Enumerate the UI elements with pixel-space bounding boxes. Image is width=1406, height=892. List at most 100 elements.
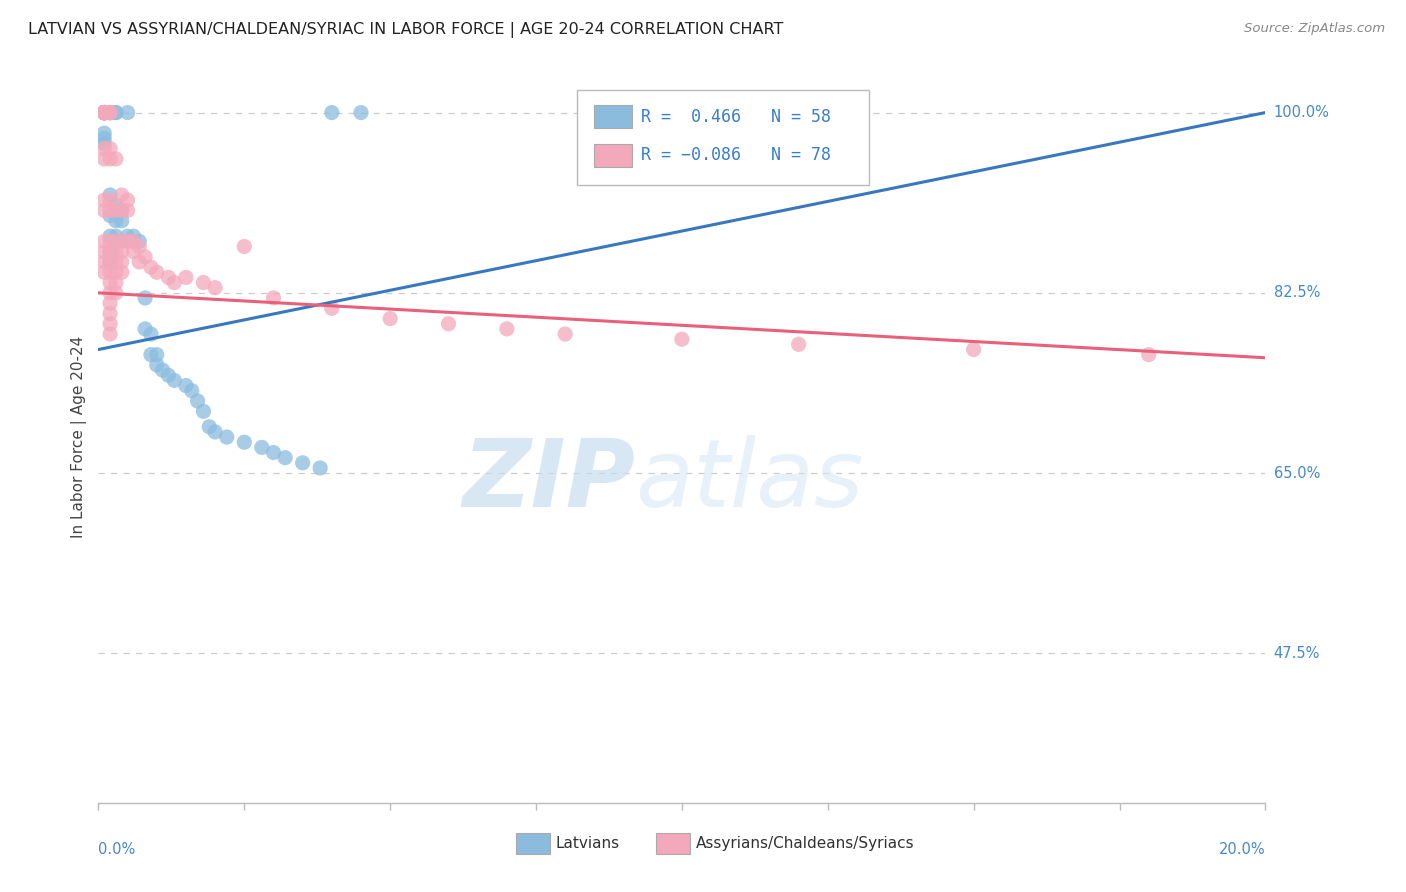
Point xyxy=(98,203,121,218)
Text: 47.5%: 47.5% xyxy=(1274,646,1320,661)
Point xyxy=(93,105,115,120)
Point xyxy=(93,105,115,120)
Point xyxy=(128,239,150,253)
Point xyxy=(93,105,115,120)
Point xyxy=(117,203,139,218)
Point xyxy=(262,291,284,305)
Text: R =  0.466   N = 58: R = 0.466 N = 58 xyxy=(641,108,831,126)
Point xyxy=(104,235,127,249)
FancyBboxPatch shape xyxy=(657,833,690,854)
Point xyxy=(111,265,134,279)
Point xyxy=(93,235,115,249)
Point xyxy=(146,358,169,372)
Point xyxy=(174,270,197,285)
Point xyxy=(157,368,180,383)
Point xyxy=(122,235,145,249)
FancyBboxPatch shape xyxy=(595,144,631,167)
Point xyxy=(437,317,460,331)
Point xyxy=(93,105,115,120)
Point xyxy=(98,188,121,202)
FancyBboxPatch shape xyxy=(595,105,631,128)
Point xyxy=(93,105,115,120)
Point xyxy=(262,445,284,459)
Point xyxy=(215,430,238,444)
Point xyxy=(98,327,121,342)
Point xyxy=(204,425,226,439)
Point xyxy=(163,373,186,387)
Point xyxy=(104,244,127,259)
Point xyxy=(93,105,115,120)
Point xyxy=(104,203,127,218)
Point xyxy=(98,229,121,244)
Point xyxy=(93,152,115,166)
Point xyxy=(104,265,127,279)
Point xyxy=(98,296,121,310)
Point xyxy=(104,213,127,227)
Point xyxy=(93,105,115,120)
Point xyxy=(93,105,115,120)
Point xyxy=(152,363,174,377)
Point xyxy=(93,255,115,269)
Point xyxy=(111,244,134,259)
Point xyxy=(350,105,373,120)
Point xyxy=(128,235,150,249)
Point xyxy=(198,419,221,434)
Point xyxy=(93,203,115,218)
Point xyxy=(93,105,115,120)
Point xyxy=(104,255,127,269)
Point xyxy=(93,105,115,120)
Point xyxy=(139,348,162,362)
Point xyxy=(157,270,180,285)
Point xyxy=(104,105,127,120)
Point xyxy=(111,203,134,218)
Point xyxy=(380,311,402,326)
Point xyxy=(111,188,134,202)
Point xyxy=(98,152,121,166)
Point xyxy=(139,260,162,274)
Point xyxy=(93,105,115,120)
Point xyxy=(134,250,156,264)
Point xyxy=(98,317,121,331)
Text: atlas: atlas xyxy=(636,435,863,526)
Point xyxy=(98,255,121,269)
Point xyxy=(233,435,256,450)
Point xyxy=(98,142,121,156)
Y-axis label: In Labor Force | Age 20-24: In Labor Force | Age 20-24 xyxy=(72,336,87,538)
Text: 20.0%: 20.0% xyxy=(1219,842,1265,856)
Point xyxy=(98,235,121,249)
Point xyxy=(117,229,139,244)
Point xyxy=(117,105,139,120)
Point xyxy=(93,142,115,156)
Point xyxy=(93,131,115,145)
Point xyxy=(174,378,197,392)
Text: 82.5%: 82.5% xyxy=(1274,285,1320,301)
Point xyxy=(104,276,127,290)
Point xyxy=(122,229,145,244)
Point xyxy=(98,244,121,259)
Point xyxy=(180,384,202,398)
Point xyxy=(787,337,810,351)
Point xyxy=(93,193,115,207)
Point xyxy=(93,105,115,120)
Point xyxy=(111,213,134,227)
Point xyxy=(117,193,139,207)
Point xyxy=(111,203,134,218)
Point xyxy=(122,244,145,259)
Point xyxy=(93,244,115,259)
Point xyxy=(163,276,186,290)
Text: Source: ZipAtlas.com: Source: ZipAtlas.com xyxy=(1244,22,1385,36)
Point xyxy=(93,105,115,120)
Point xyxy=(98,209,121,223)
Text: 100.0%: 100.0% xyxy=(1274,105,1330,120)
Text: LATVIAN VS ASSYRIAN/CHALDEAN/SYRIAC IN LABOR FORCE | AGE 20-24 CORRELATION CHART: LATVIAN VS ASSYRIAN/CHALDEAN/SYRIAC IN L… xyxy=(28,22,783,38)
Point xyxy=(134,322,156,336)
Point xyxy=(250,441,273,455)
Point xyxy=(93,105,115,120)
Text: Assyrians/Chaldeans/Syriacs: Assyrians/Chaldeans/Syriacs xyxy=(696,836,914,851)
Point xyxy=(93,265,115,279)
Point xyxy=(134,291,156,305)
Point xyxy=(98,265,121,279)
Point xyxy=(93,105,115,120)
Point xyxy=(233,239,256,253)
Point xyxy=(98,105,121,120)
